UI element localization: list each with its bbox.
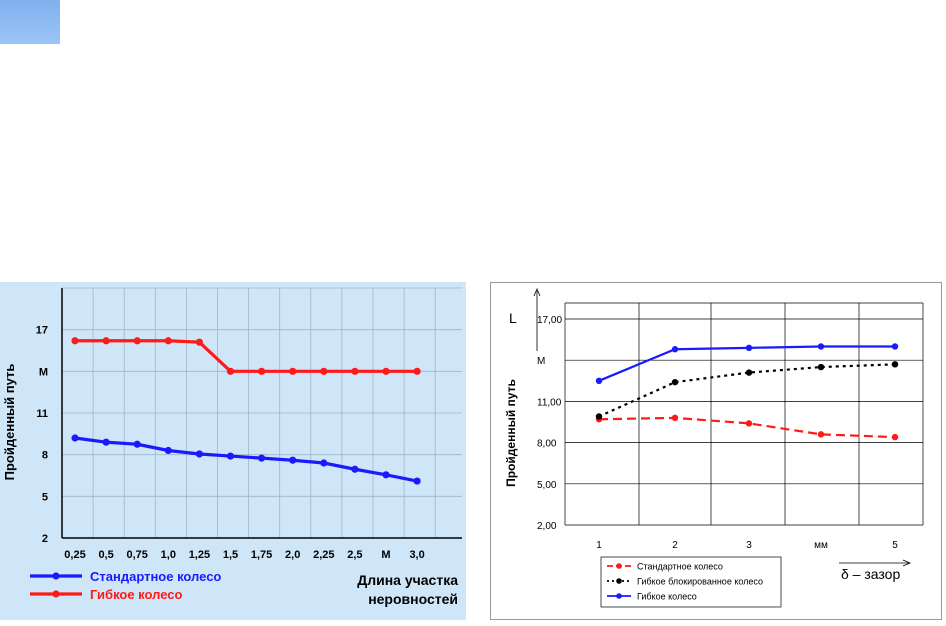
data-point (320, 459, 328, 467)
y-tick-label: 11 (36, 408, 48, 420)
x-tick-label: М (381, 549, 390, 561)
data-point (745, 420, 753, 427)
data-point (671, 346, 679, 353)
data-point (195, 338, 203, 346)
x-tick-label: 0,25 (64, 549, 85, 561)
data-point (891, 361, 899, 368)
x-tick-label: 1,25 (189, 549, 210, 561)
data-point (102, 438, 110, 446)
series-line (598, 345, 895, 382)
y-tick-label: М (39, 366, 48, 378)
chart-left-panel: 2 5 8 11 М 17 0,25 0,5 0,75 1,0 1,25 1,5 1,75 2,0 2,25… (0, 282, 466, 620)
y-tick-label: 8,00 (537, 439, 557, 450)
data-point (320, 367, 328, 375)
chart-right-panel: L 2,00 5,00 8,00 11,00 М 17,00 1 2 3 мм 5 Пройденный… (490, 282, 942, 620)
y-tick-label: 17,00 (537, 315, 562, 326)
y-tick-label: 5,00 (537, 480, 557, 491)
data-point (164, 337, 172, 345)
chart-left: 2 5 8 11 М 17 0,25 0,5 0,75 1,0 1,25 1,5 1,75 2,0 2,25… (2, 287, 462, 607)
x-tick-label: 1,0 (161, 549, 176, 561)
series-line (74, 436, 418, 483)
legend-label: Стандартное колесо (90, 569, 221, 584)
data-point (195, 450, 203, 458)
data-point (71, 434, 79, 442)
data-point (164, 446, 172, 455)
y-tick-label: 8 (42, 450, 48, 462)
x-axis-label-line1: Длина участка (357, 572, 458, 588)
y-axis-letter: L (509, 310, 517, 326)
x-tick-label: 2,5 (347, 549, 362, 561)
legend-label: Гибкое колесо (90, 587, 183, 602)
data-point (595, 413, 603, 420)
legend-marker (616, 593, 622, 599)
data-point (745, 344, 753, 352)
data-point (102, 337, 110, 345)
data-point (413, 477, 421, 485)
y-axis-arrowhead (533, 287, 541, 297)
x-tick-label: 2,0 (285, 549, 300, 561)
data-point (289, 456, 297, 464)
legend-label: Стандартное колесо (637, 562, 723, 572)
data-point (133, 337, 141, 345)
data-point (817, 363, 825, 371)
data-point (382, 367, 390, 375)
data-point (133, 440, 141, 448)
data-point (258, 454, 266, 462)
series-line (75, 339, 418, 373)
series-line (598, 416, 896, 439)
x-axis-label: δ – зазор (841, 566, 900, 582)
data-point (413, 367, 421, 375)
chart-right: L 2,00 5,00 8,00 11,00 М 17,00 1 2 3 мм 5 Пройденный… (504, 287, 924, 608)
legend-marker (52, 590, 60, 598)
x-tick-label: 2 (672, 540, 678, 551)
data-point (671, 378, 679, 386)
y-axis-label: Пройденный путь (2, 364, 17, 481)
x-tick-label: 3 (746, 540, 752, 551)
data-point (289, 367, 297, 375)
corner-decoration (0, 0, 60, 44)
y-tick-label: 5 (42, 491, 48, 503)
y-tick-label: 2 (42, 533, 48, 545)
y-tick-label: 11,00 (537, 397, 562, 408)
data-point (382, 471, 390, 479)
data-point (891, 433, 899, 441)
data-point (671, 414, 679, 422)
data-point (226, 452, 235, 460)
y-tick-label: 17 (36, 325, 48, 337)
y-tick-label: 2,00 (537, 521, 557, 532)
x-tick-label: 2,25 (313, 549, 334, 561)
y-axis-label: Пройденный путь (504, 379, 518, 487)
x-tick-label: 1,5 (223, 549, 238, 561)
data-point (351, 465, 359, 473)
data-point (891, 343, 899, 350)
legend-marker (52, 572, 60, 580)
data-point (258, 367, 266, 375)
data-point (595, 377, 603, 384)
legend-label: Гибкое колесо (637, 592, 697, 602)
legend-marker (616, 563, 622, 569)
data-point (351, 367, 359, 375)
data-point (817, 343, 825, 350)
x-tick-label: 5 (892, 540, 898, 551)
data-point (71, 337, 79, 345)
x-axis-label-line2: неровностей (368, 591, 458, 607)
x-tick-label: мм (814, 540, 828, 551)
y-tick-label: М (537, 356, 545, 367)
data-point (226, 367, 235, 375)
x-tick-label: 0,75 (126, 549, 147, 561)
x-axis-arrowhead (902, 559, 912, 567)
x-tick-label: 3,0 (409, 549, 424, 561)
x-tick-label: 0,5 (98, 549, 113, 561)
series-line (598, 363, 896, 418)
data-point (817, 431, 825, 438)
legend-marker (616, 578, 622, 584)
data-point (745, 369, 753, 376)
legend-label: Гибкое блокированное колесо (637, 577, 763, 587)
x-tick-label: 1,75 (251, 549, 272, 561)
x-tick-label: 1 (596, 540, 602, 551)
